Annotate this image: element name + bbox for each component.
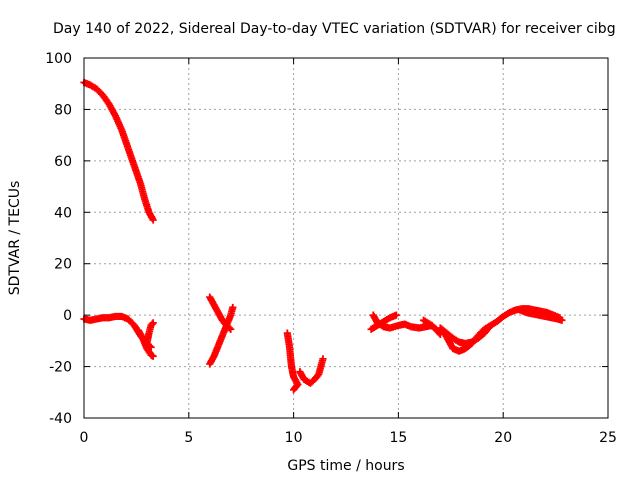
data-point [149, 352, 157, 360]
series-track-14 [516, 306, 566, 324]
data-point [149, 216, 157, 224]
series-track-13 [436, 324, 493, 348]
series-track-1 [80, 78, 157, 224]
y-tick-label: 60 [54, 154, 72, 170]
series-track-8 [296, 355, 327, 387]
data-point [148, 320, 156, 328]
ticks: 0 5 10 15 20 25 -40 -20 0 20 40 60 80 100 [45, 51, 617, 446]
data-point [149, 319, 157, 327]
plot-border [83, 57, 609, 419]
y-tick-label: 80 [54, 102, 72, 118]
data-point [291, 384, 299, 393]
data-point [227, 325, 235, 333]
x-tick-label: 15 [389, 430, 407, 446]
data-point [319, 355, 327, 363]
data-point [558, 316, 566, 324]
series-track-10 [367, 311, 400, 333]
y-tick-label: -20 [49, 360, 72, 376]
data-point [484, 324, 493, 332]
y-tick-label: 0 [63, 308, 72, 324]
grid [84, 58, 608, 418]
x-tick-label: 25 [599, 430, 617, 446]
x-tick-label: 5 [184, 430, 193, 446]
series-track-4 [143, 319, 157, 348]
data-point [392, 311, 400, 319]
y-tick-label: 40 [54, 205, 72, 221]
data-points [80, 78, 566, 394]
y-tick-label: -40 [49, 411, 72, 427]
series-track-3 [134, 326, 157, 360]
y-axis-title: SDTVAR / TECUs [7, 181, 23, 296]
data-point [225, 324, 233, 332]
chart-title: Day 140 of 2022, Sidereal Day-to-day VTE… [53, 21, 616, 37]
series-track-6 [206, 293, 235, 333]
x-tick-label: 0 [80, 430, 89, 446]
y-tick-label: 20 [54, 257, 72, 273]
data-point [229, 303, 237, 312]
x-tick-label: 20 [494, 430, 512, 446]
data-point [290, 386, 298, 394]
x-tick-label: 10 [285, 430, 303, 446]
series-track-5 [206, 303, 237, 368]
data-point [483, 325, 492, 333]
y-tick-label: 100 [45, 51, 72, 67]
x-axis-title: GPS time / hours [287, 458, 404, 474]
series-track-7 [283, 329, 302, 394]
